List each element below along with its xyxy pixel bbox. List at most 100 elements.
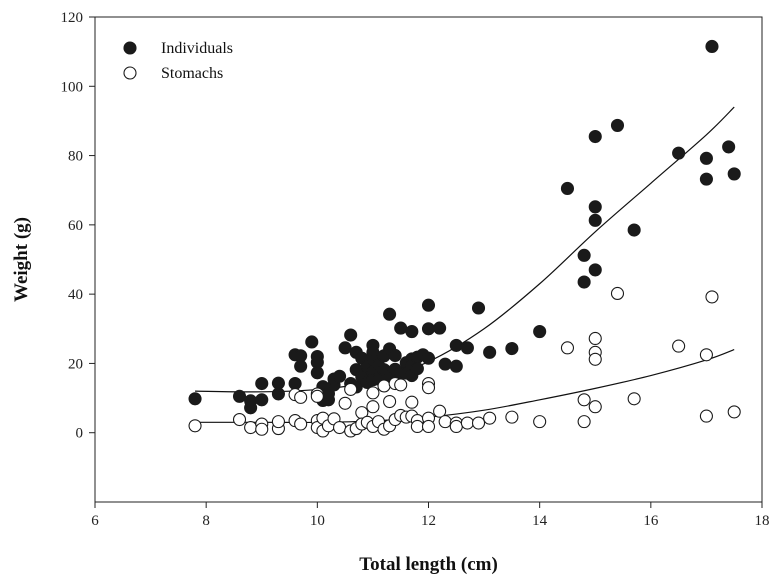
individual-point [483, 345, 497, 359]
y-tick-label: 120 [61, 10, 84, 26]
legend-label-individuals: Individuals [161, 40, 233, 57]
individual-point [271, 376, 285, 390]
stomach-point [366, 400, 380, 414]
x-axis-title: Total length (cm) [359, 554, 498, 575]
individual-point [255, 376, 269, 391]
individual-point [588, 129, 602, 144]
individual-point [383, 307, 397, 321]
fit-curves [195, 106, 735, 424]
individual-point [255, 393, 269, 407]
individual-point [338, 341, 352, 355]
individual-point [449, 359, 463, 373]
stomach-point [610, 286, 625, 301]
individual-point [344, 328, 358, 342]
stomach-point [438, 415, 452, 429]
stomach-point [588, 331, 602, 346]
stomach-point [533, 415, 547, 429]
stomach-point [377, 379, 391, 393]
individual-point [188, 392, 202, 406]
stomach-point [560, 341, 575, 355]
stomach-point [294, 417, 308, 431]
stomach-point [366, 386, 380, 400]
individual-point [288, 376, 302, 391]
x-tick-label: 6 [91, 513, 99, 529]
individual-point [421, 322, 436, 336]
stomach-point [577, 415, 591, 429]
individual-point [560, 181, 575, 196]
x-tick-label: 18 [755, 513, 770, 529]
stomach-point [705, 290, 719, 304]
stomach-point [505, 410, 519, 424]
stomach-point [699, 348, 713, 362]
y-tick-label: 20 [68, 356, 83, 372]
individual-point [627, 223, 641, 237]
y-tick-label: 80 [68, 149, 83, 165]
stomach-point [294, 390, 308, 404]
individual-point [449, 338, 463, 352]
individual-point [421, 351, 436, 365]
data-points [188, 39, 741, 438]
stomach-point [410, 419, 424, 434]
x-tick-label: 16 [643, 513, 659, 529]
legend: Individuals Stomachs [123, 40, 233, 82]
individual-point [438, 357, 452, 371]
legend-marker-individuals [123, 41, 137, 55]
individual-point [588, 200, 602, 214]
stomach-point [699, 409, 713, 423]
individual-point [394, 321, 408, 335]
x-tick-label: 10 [310, 513, 325, 529]
stomach-point [338, 396, 352, 410]
individual-point [232, 389, 247, 403]
individual-point [460, 341, 474, 355]
stomach-point [232, 412, 247, 427]
individual-point [505, 341, 519, 356]
stomach-point [244, 420, 258, 435]
individual-point [310, 366, 324, 380]
individual-point [421, 298, 436, 312]
x-tick-label: 12 [421, 513, 436, 529]
x-tick-label: 14 [532, 513, 548, 529]
individual-point [588, 263, 602, 277]
individual-point [699, 151, 713, 165]
stomach-point [471, 416, 486, 430]
stomach-point [672, 339, 686, 353]
individual-point [577, 275, 591, 289]
individual-point [577, 248, 591, 262]
stomach-point [460, 416, 474, 430]
y-tick-label: 0 [76, 426, 84, 442]
individual-point [610, 118, 625, 132]
y-tick-label: 100 [61, 79, 84, 95]
individual-point [533, 325, 547, 339]
stomach-point [405, 395, 419, 409]
stomach-point [310, 389, 324, 403]
stomach-point [627, 392, 641, 406]
individual-point [588, 213, 602, 227]
legend-label-stomachs: Stomachs [161, 65, 223, 82]
y-axis-title: Weight (g) [11, 217, 32, 302]
fit-curve-individuals [195, 106, 735, 393]
stomach-point [394, 378, 408, 392]
individual-point [433, 321, 447, 335]
stomach-point [344, 382, 358, 396]
individual-point [333, 369, 347, 383]
stomach-point [188, 419, 202, 433]
stomach-point [577, 393, 591, 407]
stomach-point [421, 381, 436, 395]
legend-marker-stomachs [123, 66, 137, 80]
stomach-point [588, 400, 602, 414]
individual-point [410, 362, 424, 376]
individual-point [294, 359, 308, 373]
stomach-point [255, 422, 269, 436]
y-tick-label: 40 [68, 287, 83, 303]
stomach-point [449, 419, 463, 434]
individual-point [244, 394, 258, 408]
stomach-point [271, 415, 285, 429]
stomach-point [383, 394, 397, 409]
stomach-point [333, 420, 347, 435]
x-axis: 6 8 10 12 14 16 18 [91, 502, 770, 529]
y-axis: 0 20 40 60 80 100 120 [61, 10, 95, 442]
individual-point [471, 301, 486, 315]
stomach-point [588, 352, 602, 366]
x-tick-label: 8 [202, 513, 210, 529]
